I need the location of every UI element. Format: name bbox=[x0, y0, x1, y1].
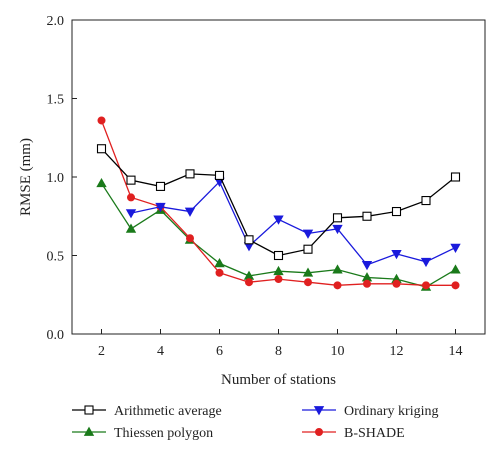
data-point-b-shade bbox=[333, 281, 342, 290]
legend-item-arithmetic-average: Arithmetic average bbox=[72, 404, 222, 419]
data-point-ordinary-kriging bbox=[302, 229, 314, 239]
x-tick-label: 14 bbox=[449, 344, 463, 359]
series-arithmetic-average bbox=[96, 144, 461, 261]
data-point-ordinary-kriging bbox=[332, 224, 343, 235]
data-point-ordinary-kriging bbox=[361, 261, 373, 271]
data-point-arithmetic-average bbox=[244, 235, 254, 245]
series-b-shade bbox=[97, 116, 460, 290]
data-point-ordinary-kriging bbox=[420, 257, 432, 268]
data-point-b-shade bbox=[127, 193, 136, 202]
data-point-ordinary-kriging bbox=[125, 209, 137, 219]
data-point-arithmetic-average bbox=[362, 211, 372, 221]
data-point-b-shade bbox=[97, 116, 106, 125]
x-tick-label: 4 bbox=[157, 344, 164, 359]
data-point-b-shade bbox=[274, 275, 283, 284]
data-point-b-shade bbox=[421, 281, 430, 290]
y-axis-title: RMSE (mm) bbox=[18, 138, 34, 216]
data-point-thiessen-polygon bbox=[125, 223, 137, 233]
x-axis: 2 4 6 8 10 12 14 bbox=[98, 329, 463, 359]
y-axis: 0.0 0.5 1.0 1.5 2.0 bbox=[47, 14, 77, 343]
data-point-ordinary-kriging bbox=[391, 250, 402, 260]
data-point-arithmetic-average bbox=[450, 172, 461, 182]
legend-item-thiessen-polygon: Thiessen polygon bbox=[72, 426, 213, 441]
data-point-thiessen-polygon bbox=[450, 264, 461, 274]
x-tick-label: 6 bbox=[216, 344, 223, 359]
legend-label-arithmetic-average: Arithmetic average bbox=[114, 404, 222, 419]
data-point-ordinary-kriging bbox=[155, 202, 166, 213]
y-tick-label: 2.0 bbox=[47, 14, 65, 29]
data-point-arithmetic-average bbox=[391, 206, 402, 217]
data-point-thiessen-polygon bbox=[214, 258, 225, 268]
legend-item-ordinary-kriging: Ordinary kriging bbox=[302, 404, 438, 419]
legend-label-b-shade: B-SHADE bbox=[344, 426, 405, 441]
data-point-thiessen-polygon bbox=[302, 267, 314, 277]
series-line-b-shade bbox=[100, 120, 456, 286]
data-point-b-shade bbox=[215, 268, 224, 277]
y-tick-label: 0.5 bbox=[47, 250, 65, 265]
data-point-b-shade bbox=[392, 279, 401, 288]
legend-marker-b-shade bbox=[314, 427, 323, 436]
series-ordinary-kriging bbox=[125, 177, 461, 271]
data-point-ordinary-kriging bbox=[184, 207, 196, 217]
legend-marker-thiessen-polygon bbox=[83, 426, 95, 436]
legend: Arithmetic average Ordinary kriging Thiess… bbox=[72, 404, 438, 441]
series-line-ordinary-kriging bbox=[130, 180, 456, 266]
series-line-arithmetic-average bbox=[101, 148, 456, 257]
y-tick-label: 1.0 bbox=[47, 171, 65, 186]
x-tick-label: 12 bbox=[390, 344, 404, 359]
legend-item-b-shade: B-SHADE bbox=[302, 426, 405, 441]
y-tick-label: 0.0 bbox=[47, 328, 65, 343]
series-layer bbox=[96, 116, 461, 291]
data-point-ordinary-kriging bbox=[450, 243, 461, 253]
data-point-b-shade bbox=[244, 278, 253, 287]
legend-label-ordinary-kriging: Ordinary kriging bbox=[344, 404, 438, 419]
series-thiessen-polygon bbox=[96, 177, 461, 291]
legend-marker-ordinary-kriging bbox=[313, 406, 325, 416]
data-point-arithmetic-average bbox=[185, 169, 195, 179]
data-point-arithmetic-average bbox=[273, 250, 284, 261]
data-point-arithmetic-average bbox=[303, 244, 313, 254]
x-tick-label: 10 bbox=[331, 344, 345, 359]
data-point-arithmetic-average bbox=[421, 196, 431, 206]
data-point-arithmetic-average bbox=[155, 181, 166, 191]
data-point-b-shade bbox=[362, 279, 371, 288]
data-point-b-shade bbox=[185, 234, 194, 243]
data-point-arithmetic-average bbox=[96, 144, 107, 154]
x-axis-title: Number of stations bbox=[221, 372, 336, 388]
data-point-arithmetic-average bbox=[332, 213, 343, 223]
data-point-thiessen-polygon bbox=[96, 177, 107, 188]
data-point-ordinary-kriging bbox=[273, 215, 284, 225]
data-point-arithmetic-average bbox=[214, 170, 225, 180]
x-tick-label: 8 bbox=[275, 344, 282, 359]
data-point-b-shade bbox=[451, 281, 460, 290]
y-tick-label: 1.5 bbox=[47, 93, 65, 108]
data-point-thiessen-polygon bbox=[332, 264, 343, 274]
data-point-arithmetic-average bbox=[126, 175, 136, 185]
data-point-b-shade bbox=[303, 278, 312, 287]
legend-label-thiessen-polygon: Thiessen polygon bbox=[114, 426, 213, 441]
x-tick-label: 2 bbox=[98, 344, 105, 359]
legend-marker-arithmetic-average bbox=[84, 405, 94, 415]
data-point-thiessen-polygon bbox=[273, 265, 284, 276]
